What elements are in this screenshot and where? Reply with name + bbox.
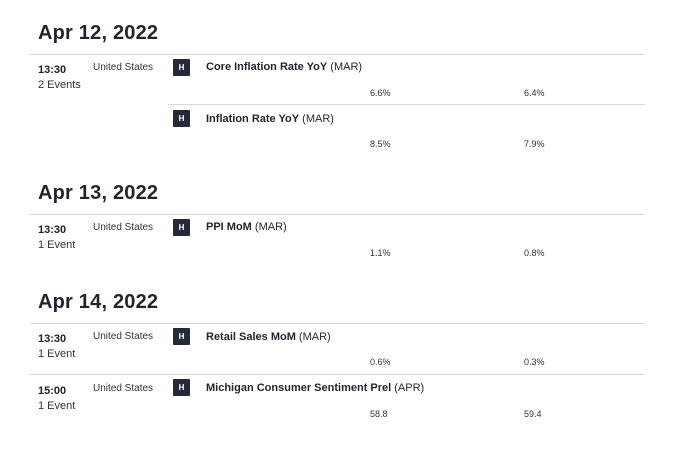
day-title: Apr 12, 2022 bbox=[38, 22, 159, 44]
day-title: Apr 14, 2022 bbox=[38, 291, 159, 313]
previous-value: 0.8% bbox=[524, 248, 545, 258]
high-importance-badge: H bbox=[173, 328, 190, 345]
event-count: 1 Event bbox=[38, 400, 76, 412]
previous-value: 0.3% bbox=[524, 357, 545, 367]
event-title: Michigan Consumer Sentiment Prel bbox=[206, 382, 392, 394]
previous-value: 6.4% bbox=[524, 88, 545, 98]
event-country: United States bbox=[93, 62, 154, 73]
actual-value: 0.6% bbox=[370, 357, 391, 367]
high-importance-badge: H bbox=[173, 110, 190, 127]
actual-value: 8.5% bbox=[370, 139, 391, 149]
event-name[interactable]: Core Inflation Rate YoY (MAR) bbox=[206, 61, 362, 73]
event-time: 13:30 bbox=[38, 224, 67, 236]
actual-value: 1.1% bbox=[370, 248, 391, 258]
event-count: 1 Event bbox=[38, 239, 76, 251]
event-divider bbox=[168, 104, 645, 105]
event-count: 1 Event bbox=[38, 348, 76, 360]
day-divider bbox=[30, 54, 645, 55]
event-country: United States bbox=[93, 383, 154, 394]
high-importance-badge: H bbox=[173, 59, 190, 76]
actual-value: 58.8 bbox=[370, 409, 388, 419]
event-period: (APR) bbox=[394, 382, 425, 394]
event-period: (MAR) bbox=[298, 331, 331, 343]
event-country: United States bbox=[93, 222, 154, 233]
day-divider bbox=[30, 214, 645, 215]
event-time: 15:00 bbox=[38, 385, 67, 397]
event-name[interactable]: PPI MoM (MAR) bbox=[206, 221, 287, 233]
event-time: 13:30 bbox=[38, 64, 67, 76]
event-time: 13:30 bbox=[38, 333, 67, 345]
event-name[interactable]: Inflation Rate YoY (MAR) bbox=[206, 113, 334, 125]
day-title: Apr 13, 2022 bbox=[38, 182, 159, 204]
previous-value: 7.9% bbox=[524, 139, 545, 149]
high-importance-badge: H bbox=[173, 219, 190, 236]
event-period: (MAR) bbox=[254, 221, 287, 233]
event-title: PPI MoM bbox=[206, 221, 252, 233]
group-divider bbox=[30, 374, 645, 375]
actual-value: 6.6% bbox=[370, 88, 391, 98]
day-divider bbox=[30, 323, 645, 324]
event-period: (MAR) bbox=[330, 61, 363, 73]
event-name[interactable]: Michigan Consumer Sentiment Prel (APR) bbox=[206, 382, 424, 394]
event-title: Retail Sales MoM bbox=[206, 331, 296, 343]
event-count: 2 Events bbox=[38, 79, 81, 91]
high-importance-badge: H bbox=[173, 379, 190, 396]
event-period: (MAR) bbox=[302, 113, 334, 125]
event-name[interactable]: Retail Sales MoM (MAR) bbox=[206, 331, 331, 343]
event-title: Core Inflation Rate YoY bbox=[206, 61, 328, 73]
event-title: Inflation Rate YoY bbox=[206, 113, 300, 125]
event-country: United States bbox=[93, 331, 154, 342]
previous-value: 59.4 bbox=[524, 409, 542, 419]
